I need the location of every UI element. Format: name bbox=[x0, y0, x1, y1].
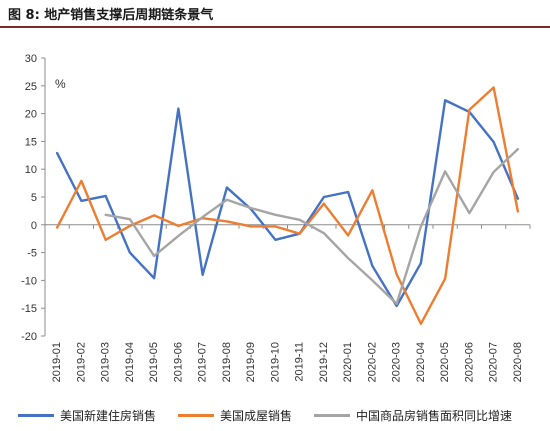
axes: -20 -15 -10 -5 0 5 10 15 20 25 30% 2019-01 2019-02 20… bbox=[21, 53, 531, 382]
y-tick-label: 25 bbox=[25, 81, 37, 93]
x-tick-label: 2019-12 bbox=[318, 342, 330, 382]
y-tick-label: -15 bbox=[21, 303, 37, 315]
x-tick-label: 2019-06 bbox=[172, 342, 184, 382]
y-tick-label: 20 bbox=[25, 109, 37, 121]
figure-title: 图 8: 地产销售支撑后周期链条景气 bbox=[8, 8, 214, 23]
legend-label: 美国新建住房销售 bbox=[60, 409, 157, 423]
x-tick-label: 2019-04 bbox=[124, 342, 136, 382]
x-tick-label: 2019-11 bbox=[294, 342, 306, 382]
y-tick-label: 10 bbox=[25, 164, 37, 176]
legend-item: 中国商品房销售面积同比增速 bbox=[314, 407, 512, 424]
y-tick-label: -5 bbox=[27, 248, 37, 260]
x-tick-label: 2019-09 bbox=[245, 342, 257, 382]
y-tick-label: 15 bbox=[25, 136, 37, 148]
x-tick-label: 2020-07 bbox=[488, 342, 500, 382]
x-tick-label: 2020-08 bbox=[512, 342, 524, 382]
legend-swatch bbox=[314, 414, 350, 417]
series-line-1 bbox=[55, 99, 520, 308]
x-tick-label: 2020-05 bbox=[439, 342, 451, 382]
y-tick-label: 5 bbox=[31, 192, 37, 204]
legend-swatch bbox=[178, 414, 214, 417]
x-tick-label: 2019-07 bbox=[197, 342, 209, 382]
legend-item: 美国成屋销售 bbox=[178, 407, 292, 424]
x-tick-label: 2020-02 bbox=[366, 342, 378, 382]
x-tick-label: 2019-05 bbox=[148, 342, 160, 382]
x-tick-label: 2019-01 bbox=[51, 342, 63, 382]
x-tick-label: 2020-03 bbox=[391, 342, 403, 382]
x-tick-label: 2019-03 bbox=[100, 342, 112, 382]
y-unit-label: % bbox=[55, 77, 66, 91]
x-tick-label: 2020-01 bbox=[342, 342, 354, 382]
title-divider bbox=[0, 26, 550, 28]
series-line-2 bbox=[55, 86, 520, 325]
legend-label: 中国商品房销售面积同比增速 bbox=[356, 409, 513, 423]
x-tick-label: 2019-02 bbox=[75, 342, 87, 382]
legend-label: 美国成屋销售 bbox=[220, 409, 293, 423]
series-line-3 bbox=[104, 147, 520, 305]
legend-item: 美国新建住房销售 bbox=[18, 407, 156, 424]
y-tick-label: 0 bbox=[31, 220, 37, 232]
series-group bbox=[55, 86, 520, 325]
x-tick-label: 2019-08 bbox=[221, 342, 233, 382]
legend-swatch bbox=[18, 414, 54, 417]
y-tick-label: -10 bbox=[21, 275, 37, 287]
y-tick-label: -20 bbox=[21, 331, 37, 343]
y-tick-label: 30 bbox=[25, 53, 37, 65]
x-tick-label: 2019-10 bbox=[269, 342, 281, 382]
x-tick-label: 2020-06 bbox=[463, 342, 475, 382]
x-tick-label: 2020-04 bbox=[415, 342, 427, 382]
